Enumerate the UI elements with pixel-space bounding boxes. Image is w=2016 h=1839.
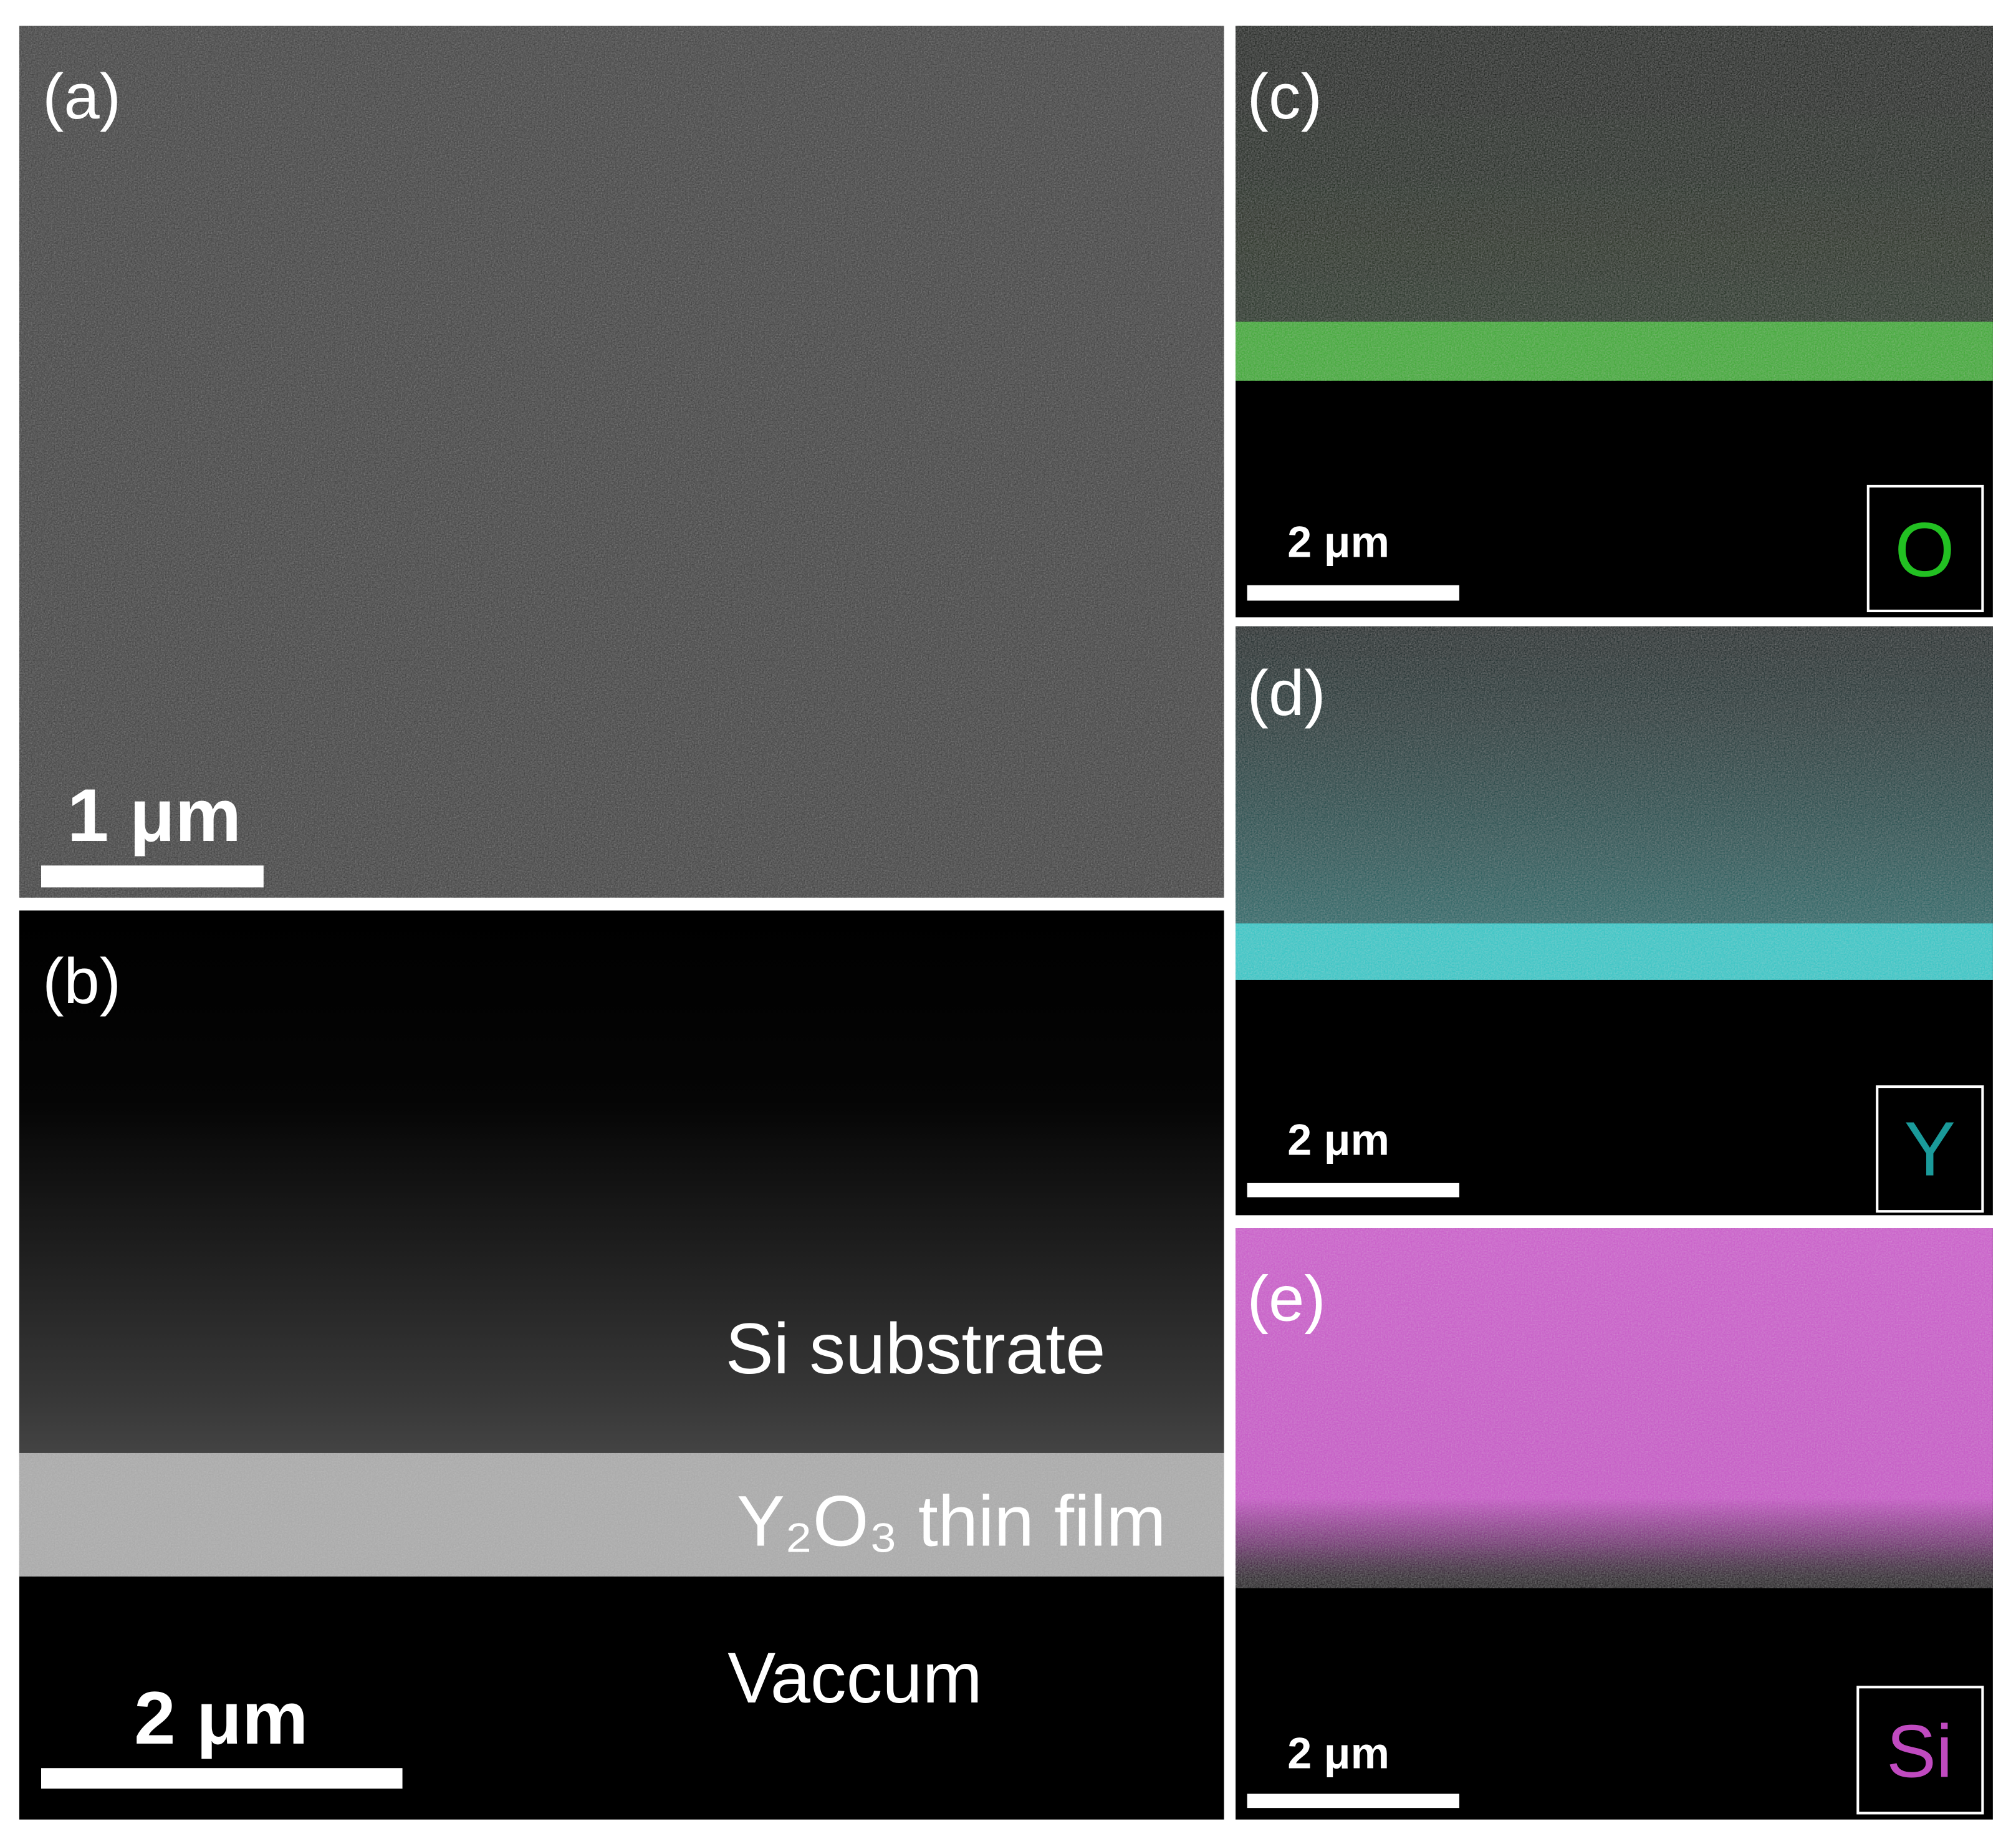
scale-bar [1247, 585, 1459, 601]
panel-a: (a) 1 μm [19, 26, 1224, 898]
element-box [1876, 1085, 1984, 1213]
element-label: Y [1904, 1106, 1956, 1192]
panel-label: (d) [1247, 657, 1326, 729]
scale-bar-label: 2 μm [1287, 1729, 1390, 1777]
eds-background [1236, 626, 1993, 924]
eds-band [1236, 923, 1993, 980]
film-region [19, 1452, 1224, 1577]
element-label: Si [1886, 1711, 1952, 1793]
sem-image [19, 26, 1224, 898]
panel-label: (e) [1247, 1263, 1326, 1335]
annotation: Si substrate [726, 1308, 1106, 1389]
element-label: O [1894, 507, 1954, 593]
scale-bar [41, 1768, 403, 1789]
scale-bar [41, 865, 264, 888]
panel-d: (d) 2 μm Y [1236, 626, 1993, 1216]
scale-bar-label: 2 μm [1287, 517, 1390, 566]
substrate-region [19, 910, 1224, 1456]
panel-e: (e) 2 μm Si [1236, 1228, 1993, 1820]
element-box [1866, 484, 1984, 613]
element-box [1856, 1686, 1984, 1815]
panel-label: (c) [1247, 60, 1322, 132]
eds-region [1236, 1228, 1993, 1588]
eds-background [1236, 26, 1993, 322]
eds-band [1236, 321, 1993, 381]
scale-bar-label: 1 μm [67, 774, 241, 857]
annotation: Y₂O₃ thin film [737, 1481, 1166, 1561]
panel-c: (c) 2 μm O [1236, 26, 1993, 618]
scale-bar [1247, 1793, 1459, 1808]
scale-bar-label: 2 μm [134, 1677, 308, 1760]
panel-label: (a) [42, 60, 121, 132]
panel-b: (b) Si substrate Y₂O₃ thin film Vaccum 2… [19, 910, 1224, 1820]
scale-bar-label: 2 μm [1287, 1115, 1390, 1164]
scale-bar [1247, 1183, 1459, 1198]
panel-label: (b) [42, 945, 121, 1017]
annotation: Vaccum [727, 1638, 982, 1718]
